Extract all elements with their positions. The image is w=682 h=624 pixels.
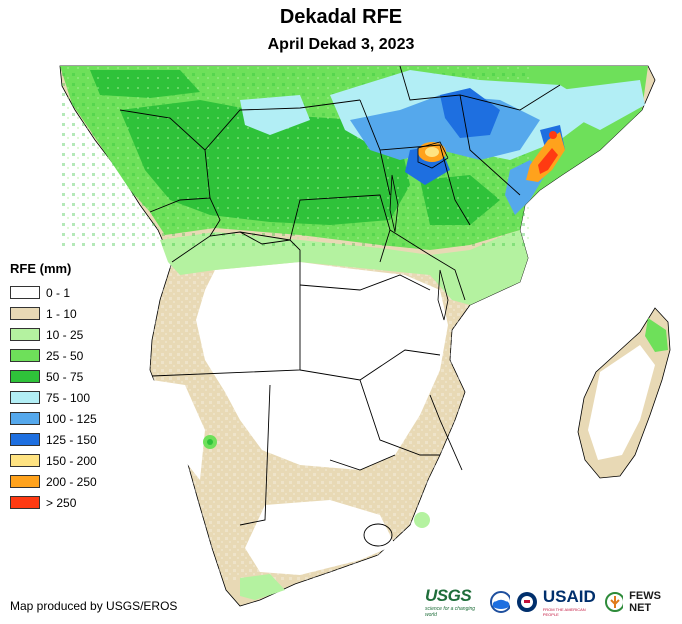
legend-swatch — [10, 286, 40, 299]
legend-label: 0 - 1 — [46, 285, 71, 300]
noaa-logo-icon — [489, 591, 511, 613]
legend-label: 50 - 75 — [46, 369, 84, 384]
legend-item: > 250 — [10, 492, 97, 513]
rain-belt-light — [160, 230, 528, 305]
legend-item: 1 - 10 — [10, 303, 97, 324]
rain-spot-kzn — [414, 512, 430, 528]
legend-title: RFE (mm) — [10, 261, 72, 276]
rain-spot-madagascar-north — [645, 318, 668, 352]
rain-blue-dark-1 — [440, 88, 500, 138]
lake-tanganyika — [389, 174, 399, 233]
lake-victoria — [417, 141, 449, 169]
lake-malawi — [437, 269, 449, 321]
fews-net-logo-text: FEWS NET — [629, 590, 661, 614]
legend-label: 25 - 50 — [46, 348, 84, 363]
legend-label: 1 - 10 — [46, 306, 77, 321]
legend-label: 125 - 150 — [46, 432, 97, 447]
legend-item: 10 - 25 — [10, 324, 97, 345]
rain-cyan-3 — [560, 80, 645, 130]
legend-swatch — [10, 475, 40, 488]
legend-item: 150 - 200 — [10, 450, 97, 471]
legend-label: 150 - 200 — [46, 453, 97, 468]
legend-item: 200 - 250 — [10, 471, 97, 492]
legend-item: 25 - 50 — [10, 345, 97, 366]
legend-swatch — [10, 496, 40, 509]
map-subtitle: April Dekad 3, 2023 — [267, 36, 415, 53]
legend-label: 100 - 125 — [46, 411, 97, 426]
rain-spot-namibia-core — [207, 439, 213, 445]
legend-label: > 250 — [46, 495, 77, 510]
logo-strip: USGS science for a changing world USAID … — [425, 586, 682, 618]
usgs-logo-tagline: science for a changing world — [425, 606, 476, 618]
legend-swatch — [10, 307, 40, 320]
dry-zone-madagascar — [588, 345, 655, 460]
map-credit: Map produced by USGS/EROS — [10, 599, 178, 613]
legend-label: 10 - 25 — [46, 327, 84, 342]
usaid-logo: USAID FROM THE AMERICAN PEOPLE — [543, 587, 599, 617]
rain-peak-lake-core — [425, 147, 439, 157]
fews-net-logo-icon — [604, 592, 624, 612]
lesotho-border — [363, 523, 393, 547]
legend-item: 100 - 125 — [10, 408, 97, 429]
legend-item: 0 - 1 — [10, 282, 97, 303]
legend: RFE (mm) 0 - 1 1 - 10 10 - 25 25 - 50 50 - 7… — [10, 261, 97, 513]
map-title: Dekadal RFE — [279, 6, 403, 28]
legend-swatch — [10, 412, 40, 425]
legend-item: 75 - 100 — [10, 387, 97, 408]
rain-peak-coast-core — [538, 148, 558, 174]
legend-swatch — [10, 370, 40, 383]
legend-label: 75 - 100 — [46, 390, 91, 405]
usaid-logo-tagline: FROM THE AMERICAN PEOPLE — [542, 607, 586, 617]
rain-spot-capetown — [240, 574, 285, 600]
legend-swatch — [10, 454, 40, 467]
legend-item: 125 - 150 — [10, 429, 97, 450]
legend-item: 50 - 75 — [10, 366, 97, 387]
country-borders — [119, 65, 561, 526]
rain-cyan-1 — [240, 95, 310, 135]
legend-swatch — [10, 391, 40, 404]
legend-label: 200 - 250 — [46, 474, 97, 489]
legend-swatch — [10, 433, 40, 446]
usaid-seal-icon — [517, 592, 537, 612]
usaid-logo-text: USAID — [542, 587, 596, 606]
usgs-logo-text: USGS — [425, 586, 472, 605]
rain-peak-coast-spot — [549, 131, 557, 139]
usgs-logo: USGS science for a changing world — [425, 586, 484, 618]
legend-swatch — [10, 349, 40, 362]
legend-swatch — [10, 328, 40, 341]
